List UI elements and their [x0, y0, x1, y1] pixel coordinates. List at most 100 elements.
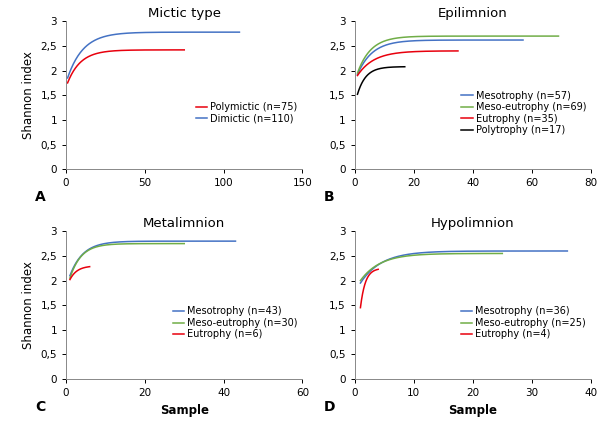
- Mesotrophy (n=57): [354, 72, 361, 77]
- Eutrophy (n=4): [373, 267, 380, 272]
- Eutrophy (n=35): [354, 73, 361, 78]
- Mesotrophy (n=36): [358, 279, 365, 285]
- Eutrophy (n=35): [414, 49, 421, 54]
- Dimictic (n=110): [64, 75, 71, 81]
- Text: D: D: [324, 400, 335, 414]
- Y-axis label: Shannon index: Shannon index: [22, 261, 35, 349]
- Legend: Polymictic (n=75), Dimictic (n=110): Polymictic (n=75), Dimictic (n=110): [196, 102, 298, 124]
- Text: B: B: [324, 190, 334, 204]
- Meso-eutrophy (n=25): [476, 251, 484, 256]
- Eutrophy (n=6): [78, 266, 85, 271]
- Eutrophy (n=35): [354, 72, 361, 78]
- Polymictic (n=75): [64, 79, 71, 84]
- Polytrophy (n=17): [382, 65, 389, 70]
- Title: Epilimnion: Epilimnion: [438, 7, 508, 20]
- Dimictic (n=110): [166, 30, 173, 35]
- Eutrophy (n=6): [83, 265, 90, 270]
- Eutrophy (n=4): [357, 305, 364, 310]
- Meso-eutrophy (n=69): [555, 34, 562, 39]
- Mesotrophy (n=36): [357, 280, 364, 285]
- Mesotrophy (n=57): [520, 37, 527, 43]
- Eutrophy (n=35): [445, 49, 452, 54]
- Polytrophy (n=17): [394, 64, 401, 69]
- Meso-eutrophy (n=69): [355, 69, 362, 74]
- Mesotrophy (n=43): [67, 272, 74, 277]
- Mesotrophy (n=43): [165, 239, 172, 244]
- Dimictic (n=110): [166, 30, 173, 35]
- Meso-eutrophy (n=30): [134, 241, 142, 246]
- Line: Mesotrophy (n=43): Mesotrophy (n=43): [70, 241, 235, 276]
- Line: Meso-eutrophy (n=25): Meso-eutrophy (n=25): [361, 253, 502, 281]
- Eutrophy (n=35): [413, 49, 421, 54]
- Line: Eutrophy (n=4): Eutrophy (n=4): [361, 269, 378, 308]
- Line: Meso-eutrophy (n=30): Meso-eutrophy (n=30): [70, 244, 184, 278]
- Meso-eutrophy (n=25): [358, 277, 365, 282]
- Eutrophy (n=6): [67, 277, 74, 282]
- Polymictic (n=75): [163, 47, 170, 52]
- Meso-eutrophy (n=30): [67, 274, 74, 279]
- Mesotrophy (n=57): [504, 37, 511, 43]
- Eutrophy (n=35): [439, 49, 446, 54]
- Eutrophy (n=35): [454, 49, 461, 54]
- Polymictic (n=75): [133, 48, 140, 53]
- Eutrophy (n=35): [415, 49, 422, 54]
- Polytrophy (n=17): [354, 92, 361, 97]
- X-axis label: Sample: Sample: [160, 404, 209, 417]
- Eutrophy (n=4): [372, 268, 379, 273]
- Meso-eutrophy (n=69): [477, 34, 484, 39]
- Line: Polymictic (n=75): Polymictic (n=75): [68, 50, 184, 83]
- Title: Mictic type: Mictic type: [148, 7, 221, 20]
- Eutrophy (n=6): [84, 265, 91, 270]
- Mesotrophy (n=57): [452, 37, 460, 43]
- Eutrophy (n=4): [367, 271, 374, 276]
- Eutrophy (n=6): [86, 264, 93, 269]
- Polytrophy (n=17): [401, 64, 409, 69]
- Meso-eutrophy (n=30): [170, 241, 177, 246]
- Mesotrophy (n=43): [217, 239, 224, 244]
- Title: Hypolimnion: Hypolimnion: [431, 217, 515, 230]
- Mesotrophy (n=57): [355, 71, 362, 76]
- Line: Meso-eutrophy (n=69): Meso-eutrophy (n=69): [358, 36, 559, 73]
- Line: Polytrophy (n=17): Polytrophy (n=17): [358, 67, 405, 94]
- Title: Metalimnion: Metalimnion: [143, 217, 226, 230]
- Meso-eutrophy (n=25): [441, 251, 448, 256]
- Dimictic (n=110): [65, 74, 72, 79]
- Eutrophy (n=4): [357, 305, 364, 310]
- Mesotrophy (n=43): [167, 239, 175, 244]
- Meso-eutrophy (n=25): [357, 278, 364, 283]
- Meso-eutrophy (n=69): [523, 34, 530, 39]
- Eutrophy (n=4): [368, 270, 375, 275]
- Line: Eutrophy (n=6): Eutrophy (n=6): [70, 267, 89, 279]
- Polymictic (n=75): [170, 47, 177, 52]
- Meso-eutrophy (n=69): [536, 34, 543, 39]
- Eutrophy (n=6): [79, 266, 86, 271]
- Meso-eutrophy (n=25): [485, 251, 493, 256]
- Polytrophy (n=17): [354, 91, 361, 96]
- Line: Mesotrophy (n=36): Mesotrophy (n=36): [361, 251, 568, 283]
- Dimictic (n=110): [236, 29, 243, 35]
- Meso-eutrophy (n=30): [181, 241, 188, 246]
- Eutrophy (n=4): [374, 267, 382, 272]
- Polymictic (n=75): [181, 47, 188, 52]
- Line: Eutrophy (n=35): Eutrophy (n=35): [358, 51, 458, 75]
- Polymictic (n=75): [133, 47, 140, 52]
- Legend: Mesotrophy (n=36), Meso-eutrophy (n=25), Eutrophy (n=4): Mesotrophy (n=36), Meso-eutrophy (n=25),…: [461, 306, 586, 340]
- Eutrophy (n=6): [67, 277, 74, 282]
- Mesotrophy (n=36): [480, 248, 487, 253]
- Mesotrophy (n=43): [232, 239, 239, 244]
- Mesotrophy (n=43): [164, 239, 172, 244]
- Line: Mesotrophy (n=57): Mesotrophy (n=57): [358, 40, 523, 75]
- Legend: Mesotrophy (n=57), Meso-eutrophy (n=69), Eutrophy (n=35), Polytrophy (n=17): Mesotrophy (n=57), Meso-eutrophy (n=69),…: [461, 91, 586, 135]
- Line: Dimictic (n=110): Dimictic (n=110): [68, 32, 239, 78]
- Mesotrophy (n=43): [67, 273, 74, 278]
- Meso-eutrophy (n=30): [67, 276, 74, 281]
- Meso-eutrophy (n=69): [473, 34, 480, 39]
- Polymictic (n=75): [64, 81, 71, 86]
- Mesotrophy (n=36): [544, 248, 551, 253]
- Y-axis label: Shannon index: Shannon index: [22, 51, 35, 139]
- Text: C: C: [35, 400, 46, 414]
- Meso-eutrophy (n=69): [473, 34, 481, 39]
- Mesotrophy (n=36): [479, 248, 487, 253]
- Meso-eutrophy (n=30): [136, 241, 143, 246]
- X-axis label: Sample: Sample: [448, 404, 497, 417]
